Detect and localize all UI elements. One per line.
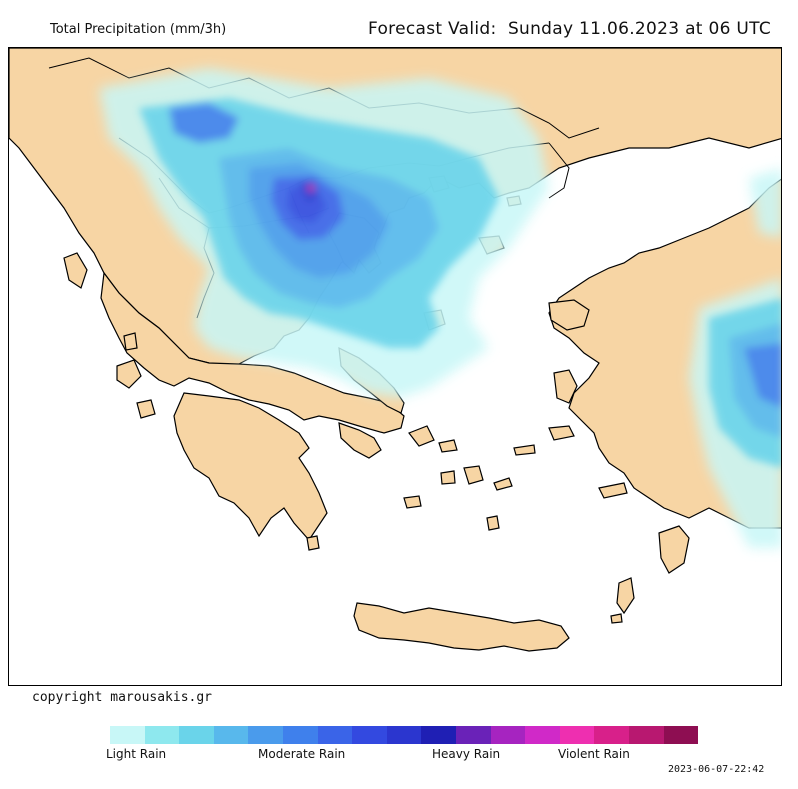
paros [440, 470, 456, 485]
legend-swatch-14 [594, 726, 629, 744]
legend-swatch-3 [213, 726, 249, 744]
copyright-text: copyright marousakis.gr [32, 690, 213, 705]
lefkada [123, 332, 138, 351]
legend-swatch-10 [455, 726, 491, 744]
lesvos [548, 299, 590, 331]
legend-swatch-13 [559, 726, 595, 744]
tinos [438, 439, 458, 453]
ikaria [513, 444, 536, 456]
santorini [486, 515, 500, 531]
legend-swatch-15 [628, 726, 664, 744]
legend-swatch-8 [386, 726, 422, 744]
forecast-valid-label: Forecast Valid: Sunday 11.06.2023 at 06 … [368, 19, 772, 39]
map-title: Total Precipitation (mm/3h) [50, 22, 227, 37]
legend-swatch-6 [317, 726, 353, 744]
legend-swatch-12 [525, 726, 560, 744]
precipitation-legend [110, 726, 699, 744]
legend-swatch-4 [248, 726, 283, 744]
precipitation-map [8, 47, 782, 686]
chios [553, 369, 578, 404]
legend-swatch-11 [490, 726, 526, 744]
legend-moderate-rain: Moderate Rain [258, 747, 346, 761]
peloponnese [173, 392, 328, 541]
precip-moderate-layer [139, 98, 781, 468]
kos [598, 482, 628, 499]
crete [353, 602, 570, 652]
rhodes [658, 525, 690, 574]
karpathos [616, 577, 635, 615]
legend-swatch-1 [144, 726, 180, 744]
legend-light-rain: Light Rain [106, 747, 167, 761]
naxos [463, 465, 484, 485]
legend-swatch-9 [421, 726, 456, 744]
greek-mainland [100, 271, 405, 434]
generated-timestamp: 2023-06-07-22:42 [668, 764, 765, 775]
legend-swatch-7 [352, 726, 387, 744]
legend-swatch-2 [179, 726, 214, 744]
legend-heavy-rain: Heavy Rain [432, 747, 501, 761]
attica [338, 422, 382, 459]
map-svg [9, 48, 781, 652]
samos [548, 425, 575, 441]
andros [408, 425, 435, 447]
kerkyra [63, 252, 88, 289]
milos [403, 495, 422, 509]
legend-swatch-5 [282, 726, 318, 744]
kasos [610, 613, 623, 624]
kythira [306, 535, 320, 551]
amorgos [493, 477, 513, 491]
legend-violent-rain: Violent Rain [558, 747, 630, 761]
legend-swatch-16 [663, 726, 699, 744]
legend-swatch-0 [110, 726, 145, 744]
zakynthos [136, 399, 156, 419]
kefalonia [116, 359, 142, 389]
